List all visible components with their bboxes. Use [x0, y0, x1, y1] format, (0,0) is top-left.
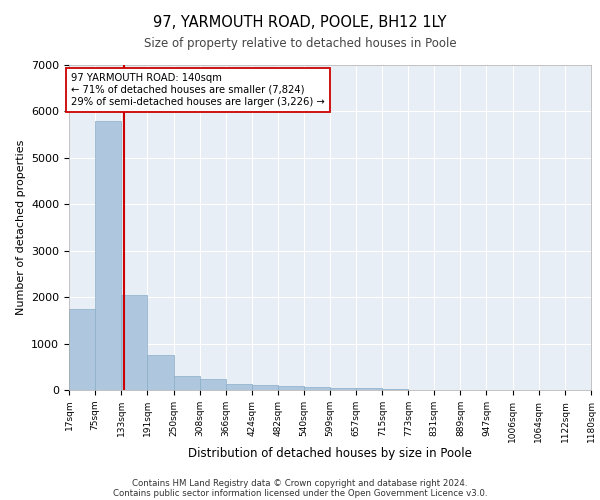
Bar: [356, 388, 382, 390]
Bar: [251, 384, 278, 390]
Text: 97 YARMOUTH ROAD: 140sqm
← 71% of detached houses are smaller (7,824)
29% of sem: 97 YARMOUTH ROAD: 140sqm ← 71% of detach…: [71, 74, 325, 106]
Bar: [330, 388, 356, 390]
Bar: [382, 388, 409, 390]
Text: Contains public sector information licensed under the Open Government Licence v3: Contains public sector information licen…: [113, 488, 487, 498]
Bar: [95, 120, 121, 390]
Bar: [121, 295, 147, 390]
Bar: [173, 376, 200, 390]
Y-axis label: Number of detached properties: Number of detached properties: [16, 140, 26, 315]
Bar: [200, 379, 226, 390]
Text: Size of property relative to detached houses in Poole: Size of property relative to detached ho…: [143, 38, 457, 51]
Bar: [304, 387, 330, 390]
Bar: [226, 384, 251, 390]
Bar: [69, 308, 95, 390]
Bar: [147, 355, 173, 390]
Bar: [278, 386, 304, 390]
Text: Contains HM Land Registry data © Crown copyright and database right 2024.: Contains HM Land Registry data © Crown c…: [132, 478, 468, 488]
X-axis label: Distribution of detached houses by size in Poole: Distribution of detached houses by size …: [188, 448, 472, 460]
Text: 97, YARMOUTH ROAD, POOLE, BH12 1LY: 97, YARMOUTH ROAD, POOLE, BH12 1LY: [153, 15, 447, 30]
